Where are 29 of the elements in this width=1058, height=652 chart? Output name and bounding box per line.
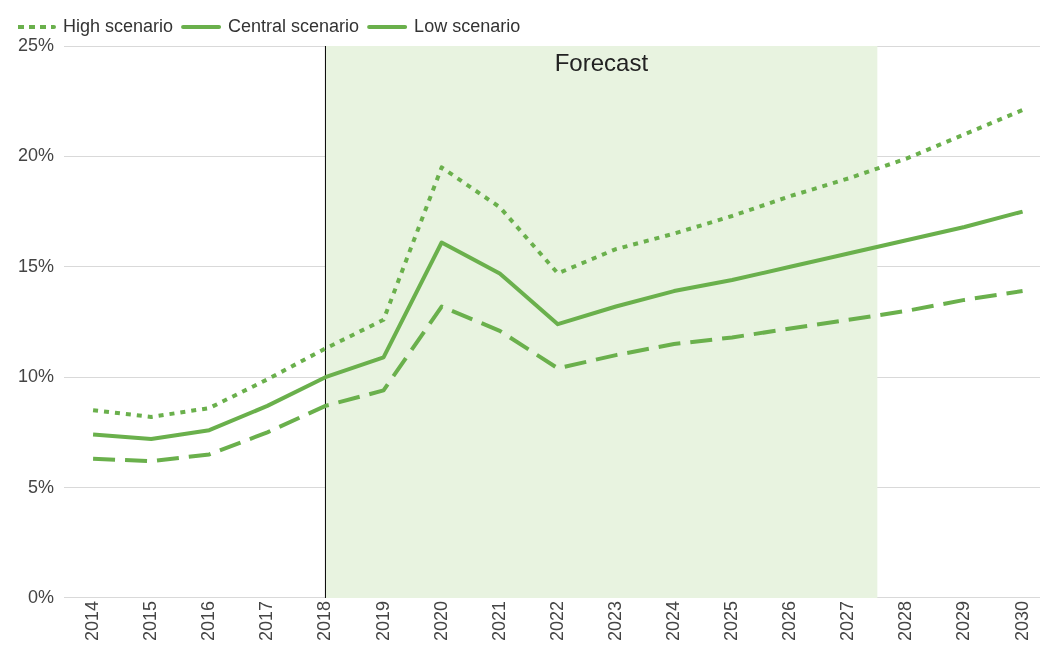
x-tick-label: 2022: [546, 600, 567, 641]
x-tick-label: 2029: [953, 600, 974, 641]
y-tick-label: 15%: [18, 255, 55, 276]
x-tick-label: 2021: [488, 600, 509, 641]
y-tick-label: 5%: [28, 476, 55, 497]
x-tick-label: 2015: [140, 600, 161, 641]
x-tick-label: 2025: [721, 600, 742, 641]
x-tick-label: 2018: [314, 600, 335, 641]
y-tick-label: 0%: [28, 586, 55, 607]
x-tick-label: 2023: [604, 600, 625, 641]
x-tick-label: 2014: [82, 600, 103, 641]
x-tick-label: 2019: [372, 600, 393, 641]
y-tick-label: 25%: [18, 34, 55, 55]
line-series: [91, 108, 1025, 419]
line-series: [91, 289, 1025, 464]
x-tick-label: 2016: [198, 600, 219, 641]
y-tick-label: 10%: [18, 366, 55, 387]
x-tick-label: 2030: [1011, 600, 1032, 641]
legend-label: Low scenario: [414, 15, 521, 36]
y-tick-label: 20%: [18, 145, 55, 166]
x-tick-label: 2028: [895, 600, 916, 641]
legend-label: High scenario: [63, 15, 174, 36]
legend-label: Central scenario: [228, 15, 360, 36]
x-tick-label: 2026: [779, 600, 800, 641]
band-label: Forecast: [554, 48, 649, 76]
x-tick-label: 2017: [256, 600, 277, 641]
x-tick-label: 2020: [430, 600, 451, 641]
x-tick-label: 2027: [837, 600, 858, 641]
x-tick-label: 2024: [662, 600, 683, 641]
